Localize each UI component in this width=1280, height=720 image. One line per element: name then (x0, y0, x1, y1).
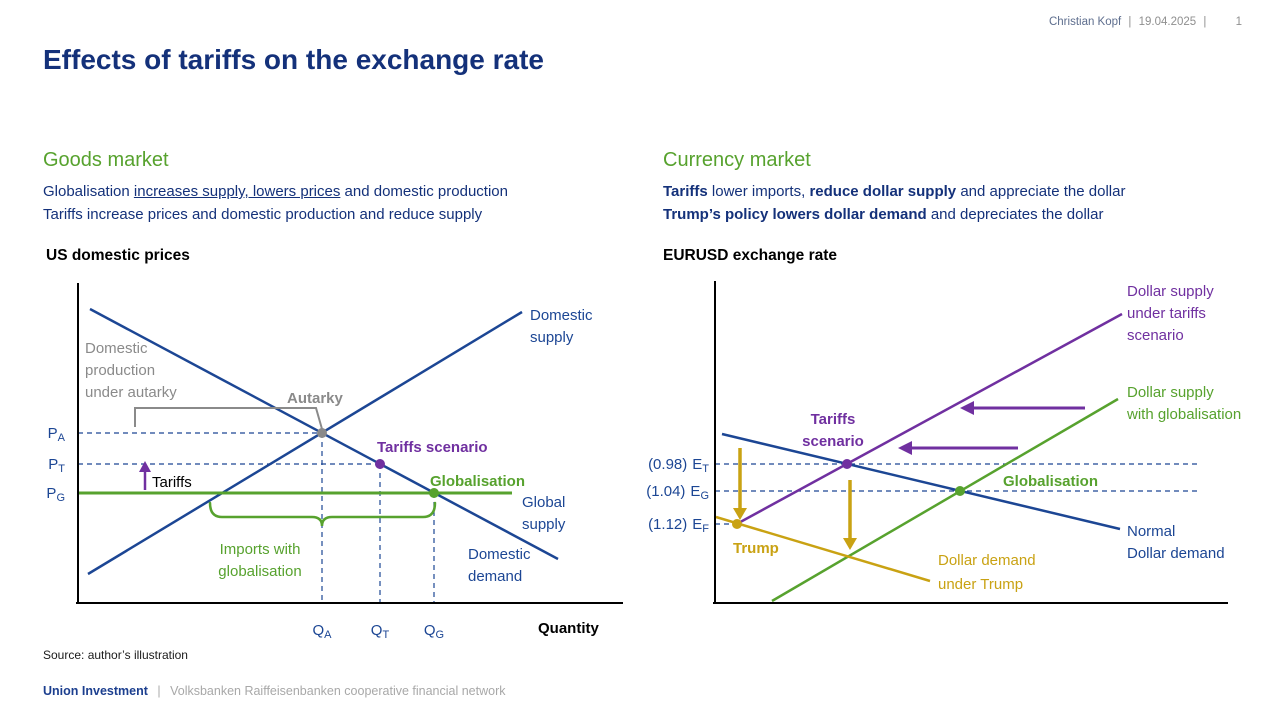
domestic-demand-label-line1: Domestic (468, 546, 531, 563)
supply-globalisation-label-line1: Dollar supply (1127, 384, 1214, 401)
tariffs-point (375, 459, 385, 469)
demand-trump-label-line2: under Trump (938, 576, 1023, 593)
currency-chart-title: EURUSD exchange rate (663, 247, 838, 264)
tariffs-scenario-label-line2: scenario (802, 433, 864, 450)
depreciation-down-arrow2-icon (843, 480, 857, 550)
network-name: Volksbanken Raiffeisenbanken cooperative… (170, 684, 506, 698)
globalisation-equilibrium-point (955, 486, 965, 496)
brand-name: Union Investment (43, 684, 148, 698)
footer-separator: | (157, 684, 161, 698)
domestic-production-label-line2: production (85, 362, 155, 379)
ef-label: (1.12) EF (648, 516, 709, 535)
qa-label: QA (312, 622, 332, 641)
global-supply-label-line1: Global (522, 494, 565, 511)
header-date: 19.04.2025 (1138, 16, 1197, 28)
global-supply-label-line2: supply (522, 516, 566, 533)
pt-label: PT (48, 456, 65, 475)
domestic-supply-label-line2: supply (530, 329, 574, 346)
supply-shift-left-arrow-icon (960, 401, 1085, 415)
tariffs-scenario-label-line1: Tariffs (811, 411, 856, 428)
currency-desc1-post: and appreciate the dollar (956, 183, 1126, 200)
supply-tariffs-label-line1: Dollar supply (1127, 283, 1214, 300)
page-number: 1 (1235, 16, 1242, 28)
goods-chart-title: US domestic prices (46, 247, 190, 264)
domestic-production-label-line1: Domestic (85, 340, 148, 357)
goods-description-line1: Globalisation increases supply, lowers p… (43, 180, 643, 203)
qt-label: QT (371, 622, 390, 641)
dollar-supply-globalisation-line (771, 397, 1119, 603)
goods-market-heading: Goods market (43, 149, 169, 171)
goods-description-line2: Tariffs increase prices and domestic pro… (43, 206, 483, 223)
imports-label-line2: globalisation (218, 563, 301, 580)
pa-label: PA (48, 425, 66, 444)
et-label: (0.98) ET (648, 456, 709, 475)
supply-tariffs-label-line2: under tariffs (1127, 305, 1206, 322)
qg-label: QG (424, 622, 444, 641)
tariffs-scenario-label: Tariffs scenario (377, 439, 488, 456)
demand-normal-label-line1: Normal (1127, 523, 1175, 540)
goods-chart: PA PT PG QA QT QG Quantity Domestic supp… (46, 283, 623, 641)
domestic-supply-line (87, 310, 523, 576)
goods-desc1-pre: Globalisation (43, 183, 134, 200)
goods-desc1-underlined: increases supply, lowers prices (133, 183, 341, 200)
header-meta: Christian Kopf | 19.04.2025 | 1 (1045, 16, 1242, 28)
dollar-supply-tariffs-line (732, 312, 1123, 528)
domestic-demand-label-line2: demand (468, 568, 522, 585)
autarky-point (317, 428, 327, 438)
domestic-supply-label-line1: Domestic (530, 307, 593, 324)
currency-description: Tariffs lower imports, reduce dollar sup… (663, 180, 1263, 226)
normal-dollar-demand-line (721, 432, 1121, 531)
eg-label: (1.04) EG (646, 483, 709, 502)
supply-tariffs-label-line3: scenario (1127, 327, 1184, 344)
goods-desc1-post: and domestic production (340, 183, 508, 200)
currency-market-heading: Currency market (663, 149, 811, 171)
pg-label: PG (46, 485, 65, 504)
imports-label-line1: Imports with (220, 541, 301, 558)
currency-desc2-post: and depreciates the dollar (926, 206, 1104, 223)
source-note: Source: author’s illustration (43, 648, 188, 662)
footer-brand-line: Union Investment | Volksbanken Raiffeise… (43, 684, 506, 698)
currency-chart: (0.98) ET (1.04) EG (1.12) EF Dollar supply… (646, 281, 1241, 604)
currency-desc1-mid: lower imports, (707, 183, 810, 200)
trump-equilibrium-point (732, 519, 742, 529)
globalisation-annotation-label: Globalisation (1003, 473, 1098, 490)
tariffs-arrow-label: Tariffs (152, 474, 192, 491)
tariffs-up-arrow-icon (139, 461, 151, 490)
currency-description-line1: Tariffs lower imports, reduce dollar sup… (663, 180, 1263, 203)
globalisation-point (429, 488, 439, 498)
header-separator: | (1128, 16, 1132, 28)
trump-label: Trump (733, 540, 779, 557)
page-title: Effects of tariffs on the exchange rate (43, 44, 545, 75)
supply-globalisation-label-line2: with globalisation (1126, 406, 1241, 423)
tariffs-equilibrium-point (842, 459, 852, 469)
demand-normal-label-line2: Dollar demand (1127, 545, 1225, 562)
imports-brace (208, 501, 437, 527)
currency-desc2-bold: Trump’s policy lowers dollar demand (663, 206, 927, 223)
demand-trump-label-line1: Dollar demand (938, 552, 1036, 569)
globalisation-label: Globalisation (430, 473, 525, 490)
dollar-demand-trump-line (715, 515, 931, 583)
currency-desc1-bold1: Tariffs (663, 183, 708, 200)
author-name: Christian Kopf (1048, 16, 1122, 28)
autarky-pointer-line (134, 407, 323, 430)
depreciation-down-arrow-icon (733, 448, 747, 520)
currency-description-line2: Trump’s policy lowers dollar demand and … (663, 203, 1263, 226)
domestic-production-label-line3: under autarky (85, 384, 177, 401)
header-separator: | (1203, 16, 1207, 28)
currency-desc1-bold2: reduce dollar supply (809, 183, 957, 200)
goods-description: Globalisation increases supply, lowers p… (43, 180, 643, 226)
quantity-axis-title: Quantity (538, 620, 599, 637)
autarky-label: Autarky (287, 390, 344, 407)
supply-shift-left-arrow2-icon (898, 441, 1018, 455)
